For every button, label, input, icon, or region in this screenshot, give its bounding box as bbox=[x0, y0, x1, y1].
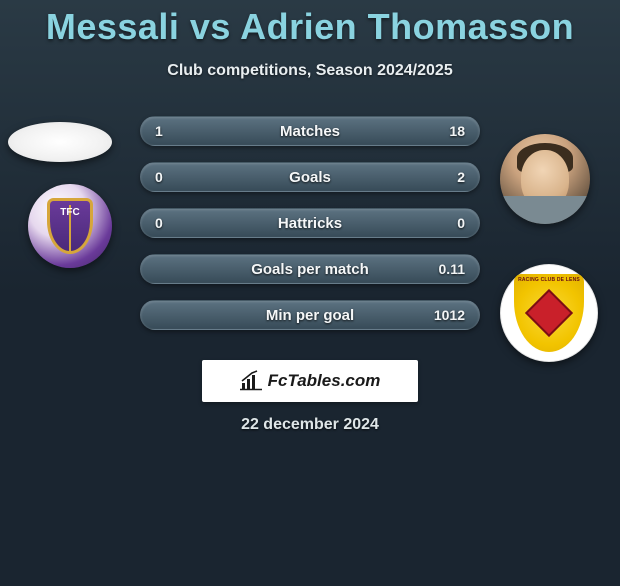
stat-bar: 1 Matches 18 bbox=[140, 116, 480, 146]
watermark-box: FcTables.com bbox=[202, 360, 418, 402]
comparison-title: Messali vs Adrien Thomasson bbox=[0, 6, 620, 48]
stat-label: Goals bbox=[289, 169, 331, 186]
stat-bars-container: 1 Matches 18 0 Goals 2 0 Hattricks 0 Goals per ma… bbox=[0, 108, 620, 368]
comparison-subtitle: Club competitions, Season 2024/2025 bbox=[0, 62, 620, 80]
stat-value-right: 0 bbox=[425, 215, 465, 231]
stat-bar: 0 Goals 2 bbox=[140, 162, 480, 192]
stat-label: Matches bbox=[280, 123, 340, 140]
stat-value-right: 1012 bbox=[425, 307, 465, 323]
watermark-text: FcTables.com bbox=[268, 371, 381, 391]
stat-value-right: 0.11 bbox=[425, 261, 465, 277]
stat-label: Goals per match bbox=[251, 261, 369, 278]
stat-value-right: 2 bbox=[425, 169, 465, 185]
chart-icon bbox=[240, 370, 262, 392]
stat-bar: Min per goal 1012 bbox=[140, 300, 480, 330]
stat-value-right: 18 bbox=[425, 123, 465, 139]
stat-label: Min per goal bbox=[266, 307, 354, 324]
stat-value-left: 0 bbox=[155, 169, 195, 185]
stat-bar: 0 Hattricks 0 bbox=[140, 208, 480, 238]
comparison-date: 22 december 2024 bbox=[0, 416, 620, 434]
stat-bar: Goals per match 0.11 bbox=[140, 254, 480, 284]
stat-label: Hattricks bbox=[278, 215, 342, 232]
stat-value-left: 1 bbox=[155, 123, 195, 139]
stat-value-left: 0 bbox=[155, 215, 195, 231]
